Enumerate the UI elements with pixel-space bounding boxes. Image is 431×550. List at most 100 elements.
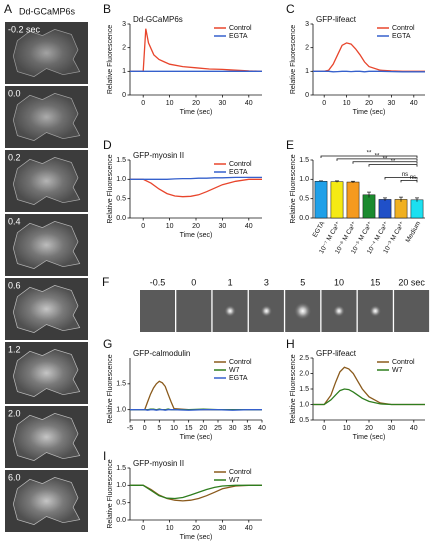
cell — [12, 221, 81, 269]
panel-label: C — [286, 2, 295, 16]
x-tick-label: 20 — [192, 100, 200, 107]
y-tick-label: 2 — [305, 45, 309, 52]
panel-label: E — [286, 138, 294, 152]
bar — [378, 199, 392, 219]
tile-label: 20 sec — [398, 277, 425, 287]
y-tick-label: 0 — [305, 92, 309, 99]
bar — [394, 199, 408, 219]
cell — [12, 349, 81, 397]
x-tick-label: 30 — [388, 100, 396, 107]
chart-title: Dd-GCaMP6s — [133, 15, 183, 24]
x-tick-label: EGTA — [312, 220, 327, 239]
x-tick-label: 0 — [322, 425, 326, 432]
significance-label: ** — [367, 151, 372, 157]
x-tick-label: 0 — [322, 100, 326, 107]
legend-label: Control — [229, 161, 252, 168]
y-tick-label: 2.0 — [299, 370, 309, 377]
significance-label: ns — [402, 172, 408, 178]
y-tick-label: 1.0 — [299, 401, 309, 408]
x-tick-label: 20 — [192, 525, 200, 532]
significance-label: ns — [410, 175, 416, 181]
y-tick-label: 0 — [122, 92, 126, 99]
y-tick-label: 0.0 — [116, 215, 126, 222]
line — [130, 28, 263, 72]
bar — [330, 181, 344, 219]
cell — [12, 29, 81, 77]
x-tick-label: 30 — [219, 223, 227, 230]
y-tick-label: 1.5 — [299, 157, 309, 164]
y-tick-label: 0.5 — [116, 500, 126, 507]
spot — [224, 305, 237, 317]
legend-label: Control — [392, 25, 415, 32]
significance-bracket — [352, 161, 418, 164]
x-tick-label: 10 — [166, 100, 174, 107]
significance-bracket — [368, 164, 418, 167]
line — [313, 42, 425, 72]
y-axis-label: Relative Fluorescence — [290, 25, 297, 94]
bar — [410, 199, 424, 219]
y-axis-label: Relative Fluorescence — [290, 354, 297, 423]
y-tick-label: 1.5 — [116, 157, 126, 164]
legend-label: Control — [229, 359, 252, 366]
x-tick-label: 0 — [141, 223, 145, 230]
x-tick-label: 40 — [258, 425, 266, 432]
chart-title: GFP-myosin II — [133, 459, 184, 468]
tile-label: 10 — [334, 277, 344, 287]
y-tick-label: 1 — [305, 68, 309, 75]
significance-bracket — [336, 158, 418, 161]
frame-label: 0.0 — [8, 88, 21, 98]
y-axis-label: Relative Fluorescence — [107, 154, 114, 223]
x-axis-label: Time (sec) — [180, 434, 213, 441]
chart-title: GFP-myosin II — [133, 151, 184, 160]
x-tick-label: 0 — [141, 525, 145, 532]
cell — [12, 477, 81, 525]
x-tick-label: 30 — [219, 100, 227, 107]
bar — [314, 181, 328, 219]
frame-label: 0.2 — [8, 152, 21, 162]
image-tile — [394, 290, 430, 332]
y-tick-label: 0.0 — [116, 517, 126, 524]
x-tick-label: 20 — [199, 425, 207, 432]
tile-label: 0 — [191, 277, 196, 287]
x-tick-label: 35 — [243, 425, 251, 432]
y-tick-label: 0.0 — [299, 215, 309, 222]
tile-label: 3 — [264, 277, 269, 287]
x-tick-label: 10 — [170, 425, 178, 432]
panel-label: B — [103, 2, 111, 16]
legend-label: W7 — [229, 477, 240, 484]
x-tick-label: -5 — [127, 425, 133, 432]
x-tick-label: 20 — [365, 425, 373, 432]
spot — [260, 305, 273, 317]
legend-label: EGTA — [229, 375, 248, 382]
line — [313, 70, 425, 73]
cell — [12, 285, 81, 333]
y-axis-label: Relative Fluorescence — [107, 25, 114, 94]
cell — [12, 157, 81, 205]
x-tick-label: 0 — [143, 425, 147, 432]
y-axis-label: Relative Fluorescence — [107, 354, 114, 423]
x-tick-label: 20 — [365, 100, 373, 107]
significance-label: ** — [391, 159, 396, 165]
y-tick-label: 1.5 — [116, 381, 126, 388]
legend-label: Control — [392, 359, 415, 366]
bar — [362, 194, 376, 219]
x-axis-label: Time (sec) — [180, 534, 213, 541]
x-tick-label: Medium — [405, 220, 423, 244]
y-tick-label: 1.0 — [116, 176, 126, 183]
significance-bracket — [320, 155, 418, 158]
frame-label: 6.0 — [8, 472, 21, 482]
line — [130, 178, 262, 198]
x-tick-label: 40 — [410, 100, 418, 107]
x-tick-label: 40 — [245, 100, 253, 107]
x-tick-label: 10 — [343, 100, 351, 107]
legend-label: Control — [229, 469, 252, 476]
frame-label: 2.0 — [8, 408, 21, 418]
y-tick-label: 0.5 — [116, 196, 126, 203]
y-tick-label: 1.5 — [299, 386, 309, 393]
legend-label: Control — [229, 25, 252, 32]
cell — [12, 93, 81, 141]
x-tick-label: 10 — [343, 425, 351, 432]
panel-label: H — [286, 337, 295, 351]
tile-label: -0.5 — [150, 277, 166, 287]
x-tick-label: 20 — [192, 223, 200, 230]
